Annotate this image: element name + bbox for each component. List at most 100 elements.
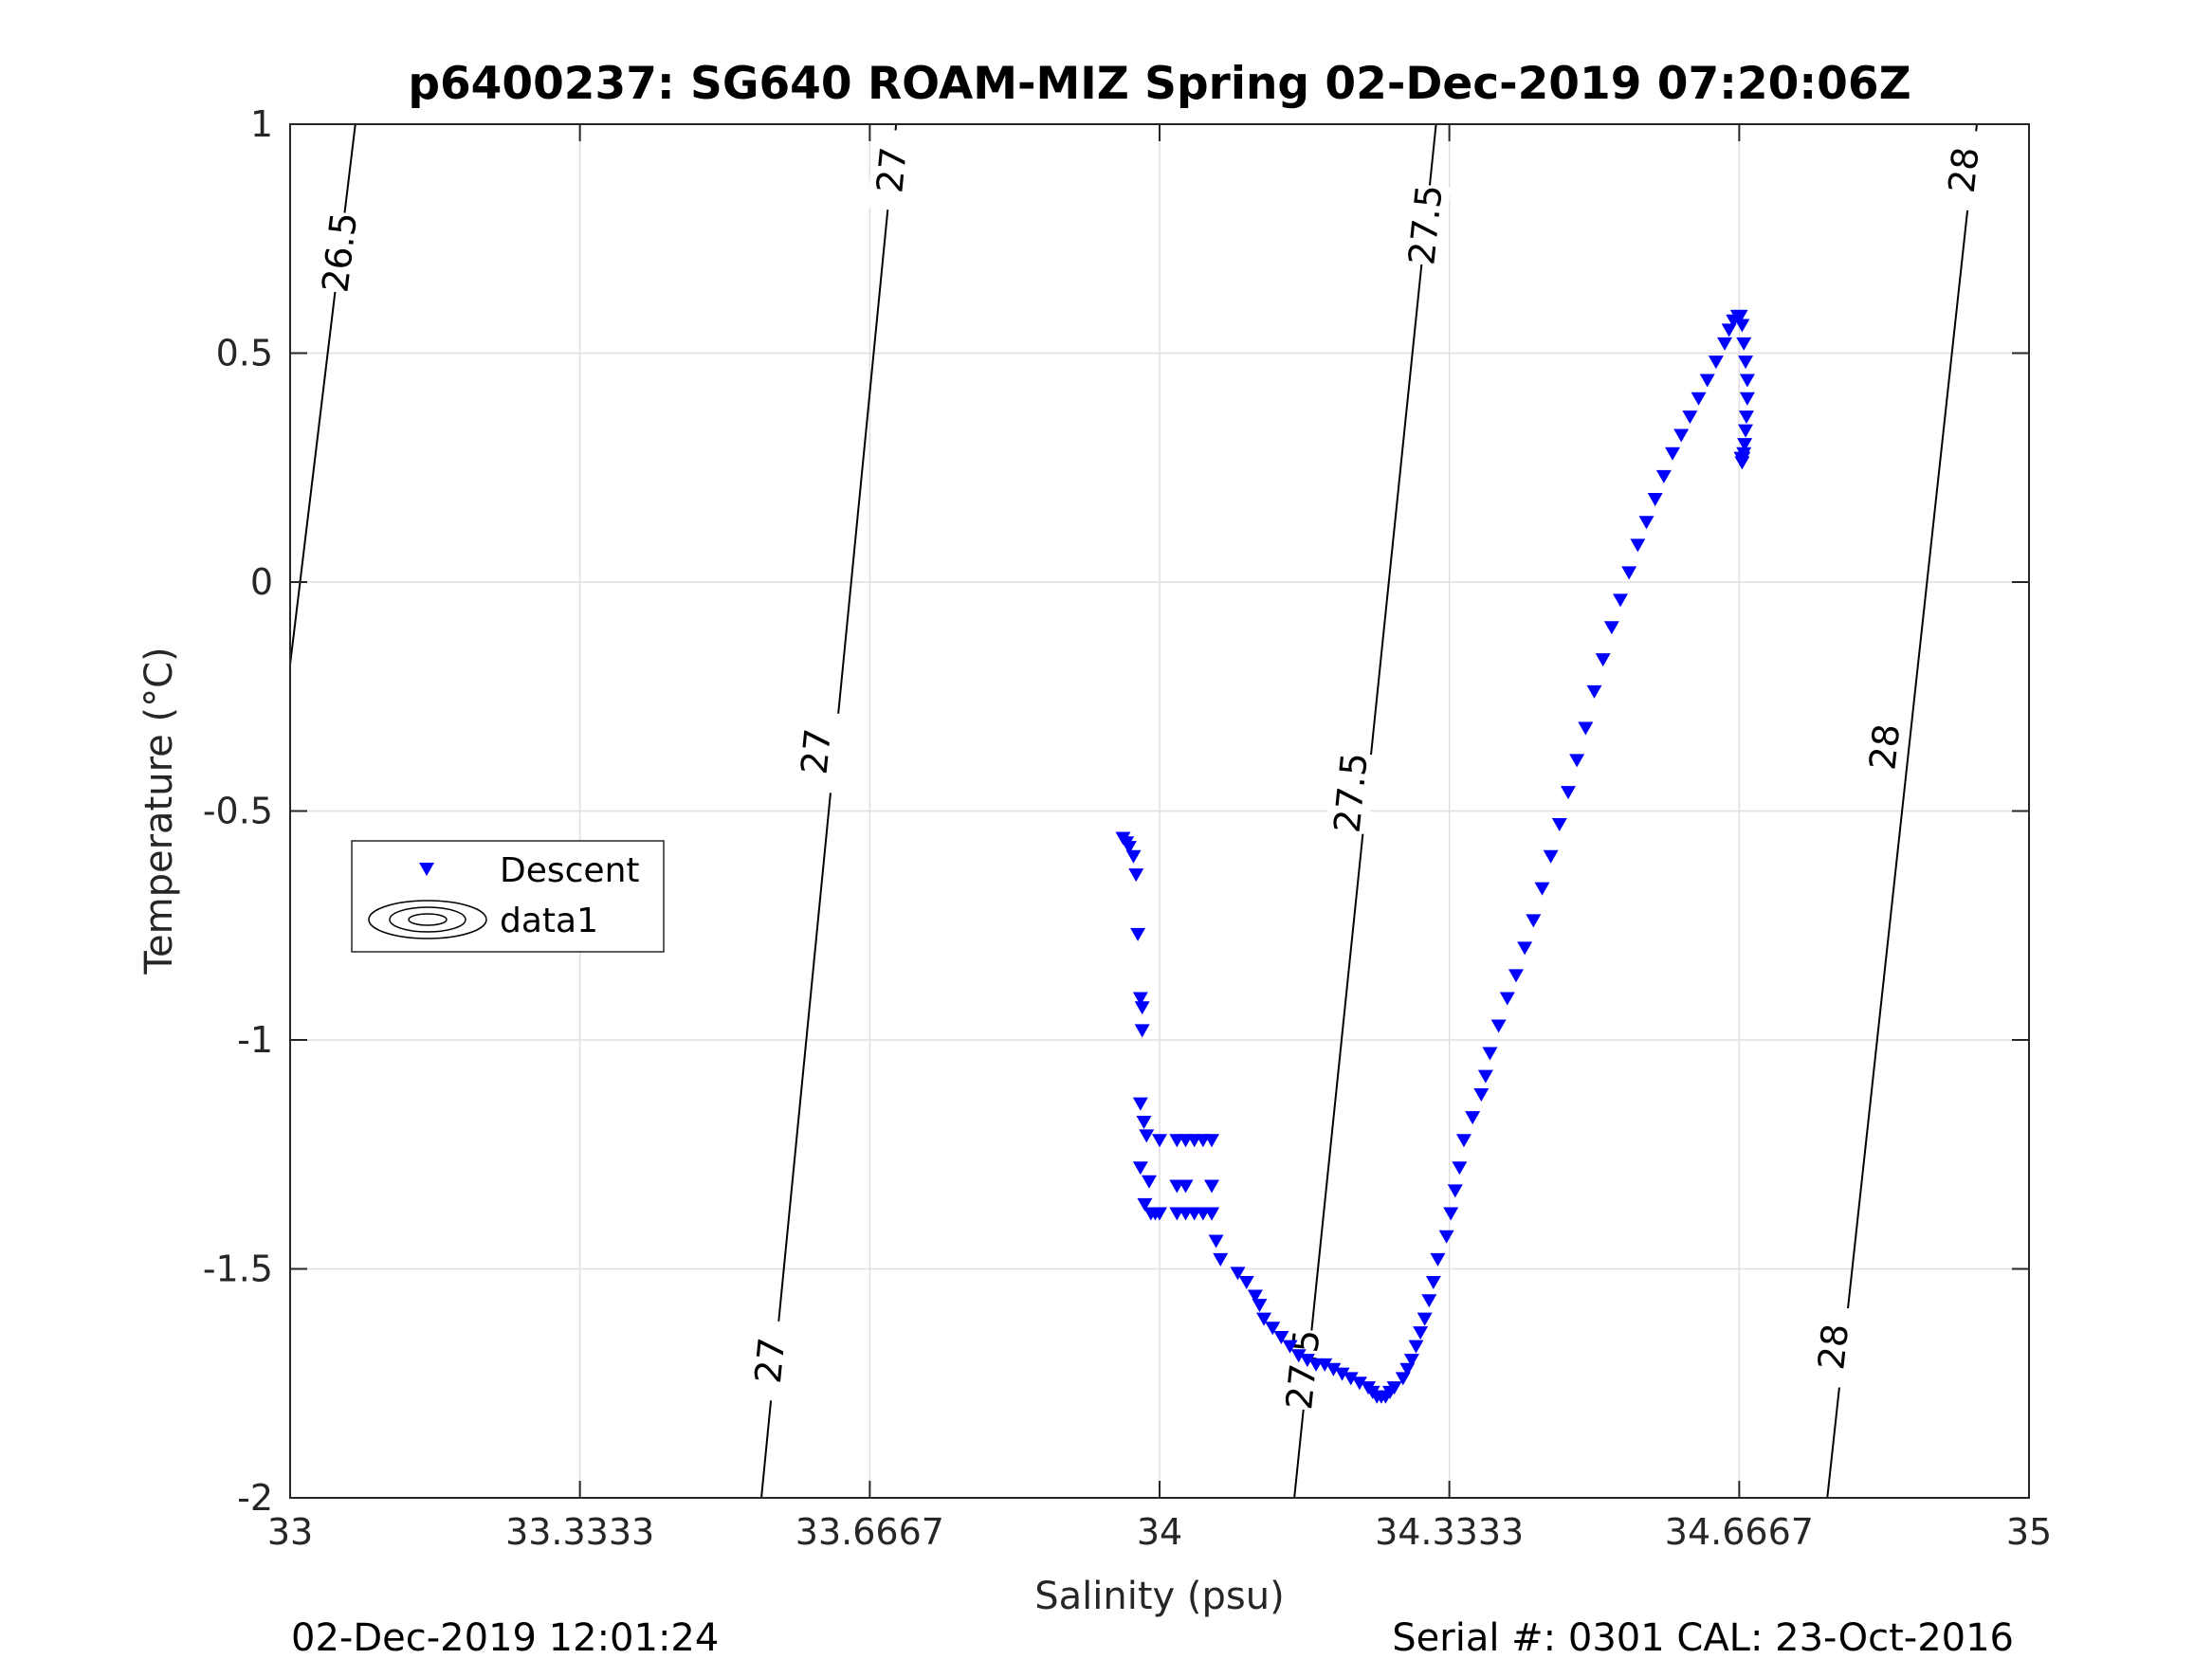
contour-label-bg [1808,1304,1859,1389]
descent-point [1238,1275,1254,1289]
contour-label: 27 [794,726,840,775]
descent-point [1738,356,1754,370]
x-axis-label: Salinity (psu) [1034,1575,1284,1618]
descent-point [1213,1252,1229,1267]
descent-point [1630,538,1646,553]
descent-point [1499,992,1515,1006]
contour-label-bg [745,1319,795,1403]
descent-point [1169,1207,1185,1221]
descent-point [1517,941,1533,956]
descent-point [1482,1047,1498,1061]
descent-point [1139,1129,1155,1143]
y-tick-label: -0.5 [203,791,273,832]
descent-point [1204,1179,1220,1194]
contour-label: 27 [747,1336,794,1385]
descent-point [1128,868,1144,883]
descent-point [1452,1161,1468,1176]
descent-point [1386,1381,1402,1395]
descent-point [1317,1358,1333,1372]
descent-point [1430,1252,1446,1267]
descent-point [1490,1019,1507,1033]
descent-point [1691,392,1707,406]
descent-point [1417,1312,1433,1326]
contour-label-bg [1400,183,1451,267]
descent-point [1178,1179,1194,1194]
descent-point [1708,356,1724,370]
chart-title: p6400237: SG640 ROAM-MIZ Spring 02-Dec-2… [408,58,1910,110]
contour-label: 26.5 [314,210,365,295]
descent-point [1526,914,1542,928]
descent-point [1132,1097,1148,1111]
descent-point [1204,1134,1220,1148]
x-tick-label: 33.3333 [505,1511,654,1553]
descent-point [1425,1275,1441,1289]
descent-point [1408,1340,1424,1354]
legend-descent-marker [419,863,434,876]
descent-point [1137,1197,1153,1212]
descent-point [1477,1069,1493,1084]
descent-point [1737,438,1753,452]
contour-label: 27 [868,145,915,194]
descent-point [1152,1134,1167,1148]
y-tick-label: 0 [250,561,273,603]
descent-point [1473,1087,1490,1102]
descent-point [1739,392,1755,406]
descent-point [1421,1294,1437,1308]
descent-point [1399,1362,1416,1376]
descent-point [1673,428,1690,443]
contour-label: 28 [1810,1322,1856,1372]
timestamp-footer: 02-Dec-2019 12:01:24 [291,1616,719,1659]
contour-label-bg [1859,704,1910,790]
descent-point [1736,337,1752,351]
descent-point [1395,1372,1411,1386]
descent-point [1290,1349,1307,1363]
x-tick-label: 35 [2006,1511,2052,1553]
descent-point [1343,1372,1359,1386]
contour-line-28 [1826,124,1978,1498]
descent-point [1282,1340,1298,1354]
descent-point [1443,1207,1459,1221]
descent-point [1586,684,1602,699]
descent-point [1247,1289,1263,1304]
y-axis-label: Temperature (°C) [137,647,181,975]
descent-point [1152,1207,1167,1221]
descent-point [1134,1024,1150,1038]
descent-point [1665,447,1681,461]
x-tick-label: 34.3333 [1375,1511,1524,1553]
descent-point [1125,849,1142,864]
contour-label-bg [791,709,841,793]
legend-box [351,840,665,953]
descent-point [1130,927,1146,941]
descent-point [1134,1001,1150,1015]
descent-point [1613,593,1629,608]
descent-point [1325,1362,1342,1376]
descent-point [1121,841,1137,855]
serial-cal-footer: Serial #: 0301 CAL: 23-Oct-2016 [1392,1616,2014,1659]
descent-point [1638,516,1654,530]
legend: Descent data1 [351,840,665,953]
y-tick-label: 0.5 [216,333,273,374]
descent-point [1508,969,1524,983]
descent-point [1738,424,1754,438]
descent-point [1717,337,1733,351]
descent-series [1115,309,1755,1404]
descent-point [1438,1230,1454,1244]
descent-point [1403,1354,1419,1368]
descent-point [1738,410,1754,425]
contour-label-bg [1325,751,1376,835]
descent-point [1733,451,1749,465]
descent-point [1204,1207,1220,1221]
descent-point [1455,1134,1472,1148]
descent-point [1682,410,1698,425]
x-tick-label: 33.6667 [795,1511,944,1553]
descent-point [1252,1299,1268,1313]
descent-point [1543,849,1559,864]
descent-point [1647,493,1663,507]
descent-point [1560,786,1576,800]
axis-ticks: 33 33.3333 33.6667 34 34.3333 34.6667 35 1 0.5 0 -… [203,103,2052,1553]
descent-point [1230,1267,1246,1281]
legend-contour-icon [368,900,487,939]
descent-point [1447,1184,1463,1198]
